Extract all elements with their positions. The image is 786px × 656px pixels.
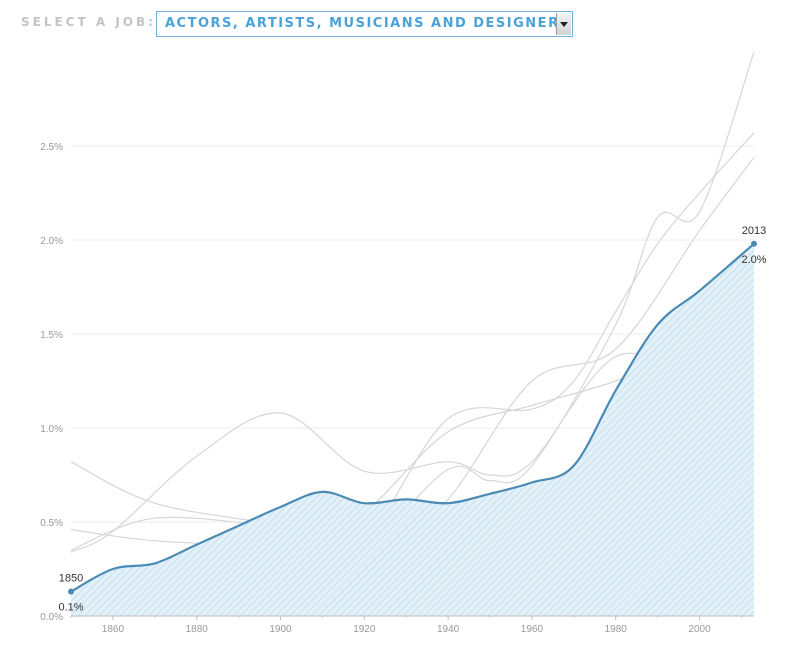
highlight-layer [70, 242, 755, 617]
x-tick-label: 2000 [688, 624, 711, 635]
x-tick-label: 1940 [437, 624, 460, 635]
highlighted-series-area [71, 243, 754, 617]
series-endpoint [751, 240, 757, 247]
y-tick-label: 2.0% [40, 236, 63, 247]
annotation-year: 1850 [59, 573, 83, 585]
axis-layer: 0.0% 0.5% 1.0% 1.5% 2.0% 2.5% 1860 1880 1900 1920… [40, 142, 754, 635]
series-endpoint [68, 588, 74, 595]
annotation-year: 2013 [742, 225, 766, 237]
y-tick-label: 2.5% [40, 142, 63, 153]
job-select-value: ACTORS, ARTISTS, MUSICIANS AND DESIGNERS [165, 16, 571, 31]
x-tick-label: 1920 [353, 624, 376, 635]
x-tick-label: 1900 [269, 624, 292, 635]
x-tick-label: 1960 [521, 624, 544, 635]
annotation-value: 0.1% [58, 602, 83, 614]
highlighted-series-line [70, 242, 755, 593]
annotation-layer: 1850 0.1% 2013 2.0% [58, 225, 766, 614]
job-select-dropdown[interactable]: ACTORS, ARTISTS, MUSICIANS AND DESIGNERS [156, 11, 573, 37]
select-job-label: SELECT A JOB: [21, 15, 156, 29]
background-series-line [70, 352, 755, 553]
y-tick-label: 0.0% [40, 612, 63, 623]
x-tick-label: 1880 [186, 624, 209, 635]
y-tick-label: 0.5% [40, 518, 63, 529]
y-tick-label: 1.0% [40, 424, 63, 435]
y-tick-label: 1.5% [40, 330, 63, 341]
x-tick-label: 1980 [605, 624, 628, 635]
annotation-value: 2.0% [741, 254, 766, 266]
chevron-down-icon[interactable] [556, 13, 571, 35]
x-tick-label: 1860 [102, 624, 125, 635]
job-selector-bar: SELECT A JOB: ACTORS, ARTISTS, MUSICIANS… [0, 0, 786, 50]
